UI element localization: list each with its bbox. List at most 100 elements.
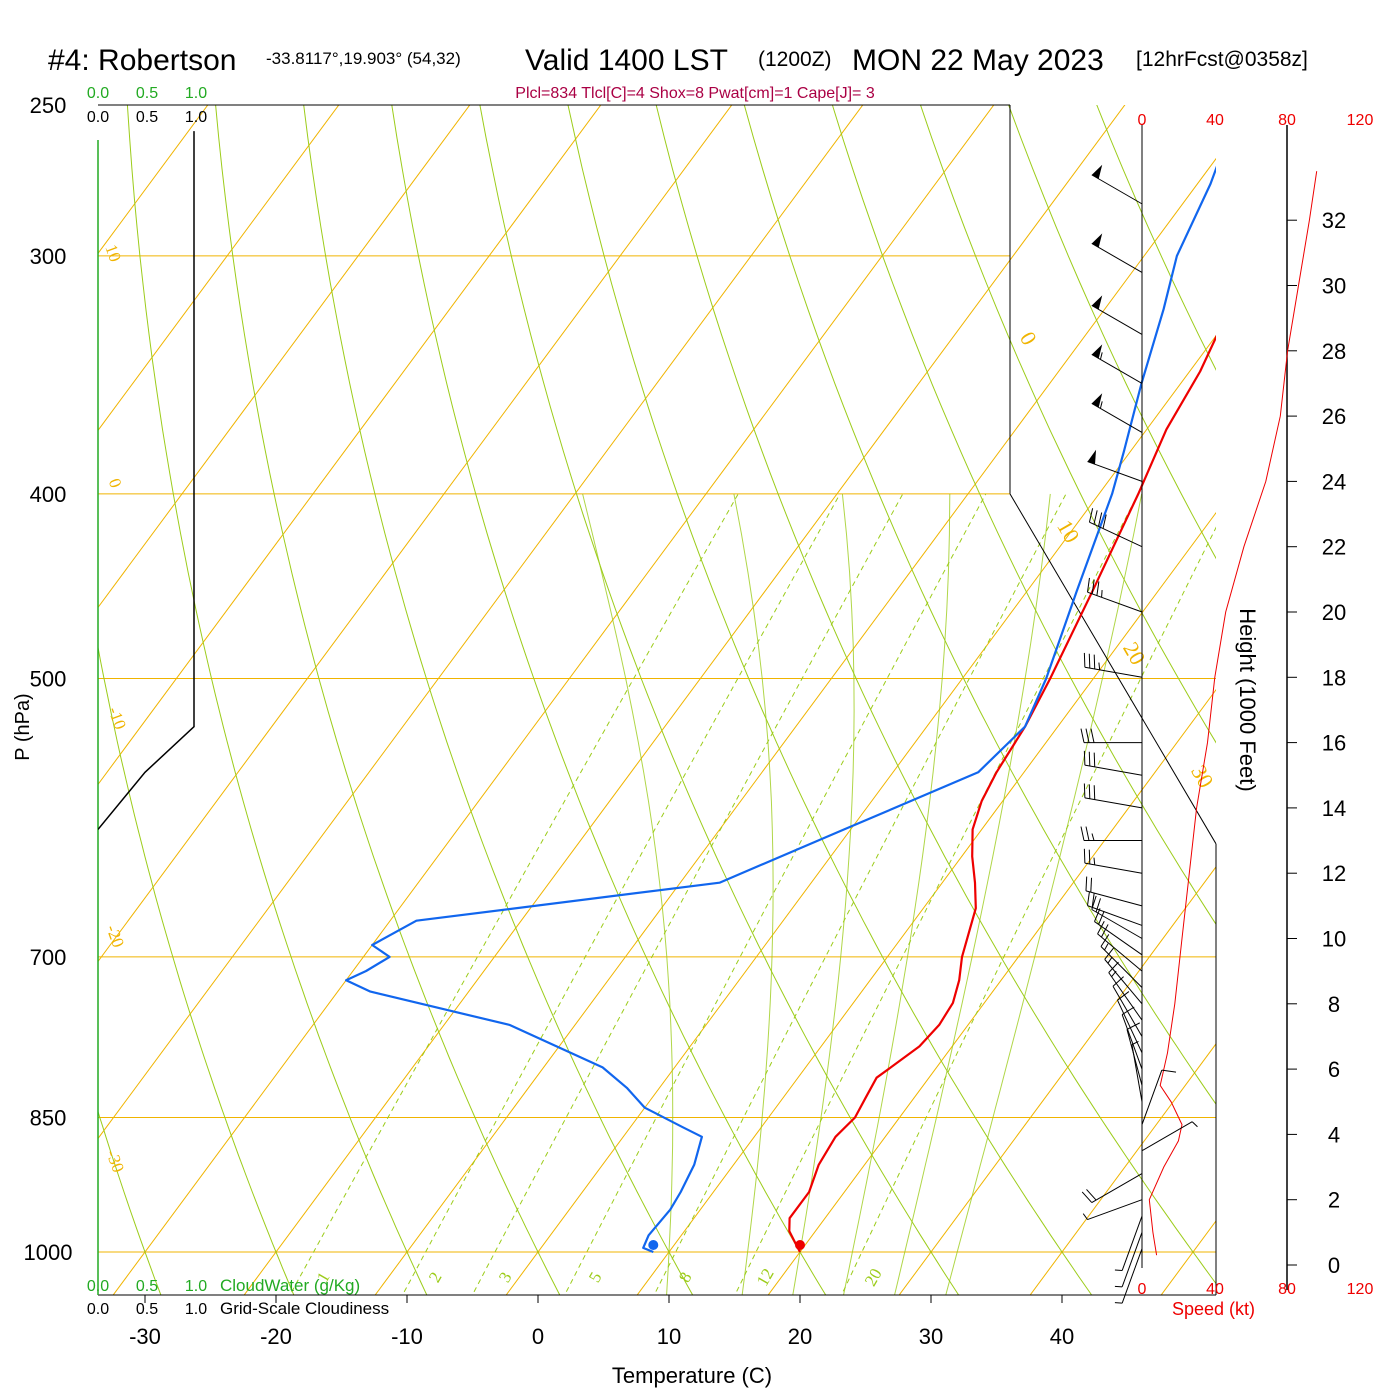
wind-barb	[1081, 1173, 1143, 1204]
mixing-ratio-line	[471, 493, 904, 1295]
height-tick-label: 22	[1322, 535, 1346, 560]
wind-barb-feather	[1093, 654, 1096, 669]
height-tick-label: 2	[1328, 1188, 1340, 1213]
wind-barb-flag	[1091, 164, 1103, 179]
cloudwater-tick-label: 1.0	[185, 1278, 207, 1295]
speed-tick-label: 120	[1347, 112, 1374, 129]
height-tick-label: 16	[1322, 731, 1346, 756]
wind-barb-feather	[1090, 728, 1095, 743]
wind-barb-half-feather	[1098, 662, 1101, 670]
moist-adiabat-line	[945, 493, 1143, 1295]
isotherm-line	[374, 157, 1216, 1295]
wind-barb	[1083, 848, 1143, 874]
wind-barb-shaft	[1094, 921, 1143, 956]
stability-indices: Plcl=834 Tlcl[C]=4 Shox=8 Pwat[cm]=1 Cap…	[515, 85, 875, 102]
height-tick-label: 20	[1322, 600, 1346, 625]
isotherm-line	[98, 105, 340, 432]
speed-tick-label: 120	[1347, 1281, 1374, 1298]
wind-barb-shaft	[1084, 797, 1143, 809]
wind-barb-half-feather	[1104, 943, 1109, 951]
cloudwater-tick-label: 0.5	[136, 1278, 158, 1295]
cloudwater-tick-label: 0.0	[87, 85, 109, 102]
wind-barb-half-feather	[1093, 857, 1096, 865]
isotherm-label: -30	[102, 1147, 128, 1175]
wind-barb-feather	[1091, 893, 1095, 908]
moist-adiabat-line	[792, 493, 855, 1295]
isotherm-line	[98, 105, 602, 786]
cloudiness-tick-label: 1.0	[185, 109, 207, 126]
wind-barb-feather	[1080, 826, 1085, 841]
wind-barb-shaft	[1091, 174, 1143, 205]
speed-tick-label: 0	[1138, 112, 1147, 129]
speed-tick-label: 40	[1206, 1281, 1224, 1298]
height-tick-label: 24	[1322, 469, 1346, 494]
wind-barb-shaft	[1084, 764, 1143, 776]
wind-barb-half-feather	[1101, 589, 1103, 598]
isotherm-line	[898, 866, 1216, 1295]
isotherm-line	[1160, 1220, 1216, 1295]
cloudiness-tick-label: 0.0	[87, 109, 109, 126]
wind-barb	[1114, 1232, 1143, 1288]
height-tick-label: 18	[1322, 665, 1346, 690]
wind-barb-feather	[1100, 924, 1109, 938]
cloudiness-profile-line	[98, 131, 195, 830]
wind-barb-shaft	[1108, 972, 1143, 1021]
pressure-tick-label: 500	[30, 667, 67, 692]
valid-time: Valid 1400 LST	[525, 44, 728, 77]
wind-barb-flag	[1091, 344, 1103, 359]
x-tick-label: 10	[657, 1324, 681, 1349]
mixing-ratio-label: 8	[675, 1269, 696, 1286]
wind-barb-flag	[1091, 393, 1103, 408]
dry-adiabat-line	[1008, 105, 1216, 560]
wind-barb-feather	[1085, 826, 1090, 841]
plot-frame	[97, 104, 1217, 1296]
mixing-ratio-line	[653, 493, 1067, 1295]
wind-barb	[1085, 876, 1143, 907]
height-tick-label: 32	[1322, 208, 1346, 233]
wind-barb-shaft	[1087, 591, 1143, 613]
speed-axis-title: Speed (kt)	[1172, 1299, 1255, 1319]
wind-barb-feather	[1098, 911, 1105, 925]
cloudwater-tick-label: 0.5	[136, 85, 158, 102]
speed-profile-line	[1148, 171, 1318, 1256]
station-title: #4: Robertson	[48, 44, 236, 77]
isotherm-label: 0	[1015, 327, 1042, 349]
wind-barb-feather	[1088, 751, 1091, 767]
wind-barb-shaft	[1104, 959, 1143, 1005]
surface-dewpoint-dot	[648, 1240, 659, 1250]
pressure-tick-label: 1000	[24, 1240, 73, 1265]
wind-barb-half-feather	[1099, 352, 1103, 360]
wind-barb-feather	[1088, 653, 1091, 669]
x-tick-label: 20	[788, 1324, 812, 1349]
wind-barb-shaft	[1100, 946, 1143, 988]
isotherm-line	[98, 105, 864, 1140]
wind-barb	[1094, 908, 1143, 956]
wind-barb-feather	[1096, 581, 1100, 596]
wind-barb-half-feather	[1091, 833, 1095, 841]
wind-barb-shaft	[1084, 862, 1143, 874]
frame-diagonal	[1009, 493, 1217, 845]
height-tick-label: 14	[1322, 796, 1346, 821]
height-tick-label: 0	[1328, 1253, 1340, 1278]
pressure-tick-label: 700	[30, 945, 67, 970]
height-tick-label: 12	[1322, 861, 1346, 886]
mixing-ratio-line	[401, 493, 841, 1295]
x-tick-label: -30	[129, 1324, 161, 1349]
height-tick-label: 8	[1328, 992, 1340, 1017]
mixing-ratio-label: 2	[425, 1269, 446, 1286]
wind-barb	[1131, 1040, 1143, 1102]
speed-tick-label: 80	[1278, 1281, 1296, 1298]
isotherm-label: -10	[104, 704, 130, 732]
wind-barb-half-feather	[1131, 1040, 1139, 1046]
wind-barb	[1091, 295, 1143, 335]
wind-barb-half-feather	[1111, 970, 1117, 978]
pressure-tick-label: 400	[30, 482, 67, 507]
mixing-ratio-label: 3	[495, 1269, 516, 1286]
wind-barb	[1080, 728, 1142, 744]
wind-barb	[1141, 1069, 1177, 1125]
wind-barb-flag	[1087, 449, 1097, 465]
isotherm-label: 10	[101, 242, 125, 264]
wind-barb-feather	[1085, 876, 1088, 891]
wind-barb	[1080, 826, 1142, 842]
